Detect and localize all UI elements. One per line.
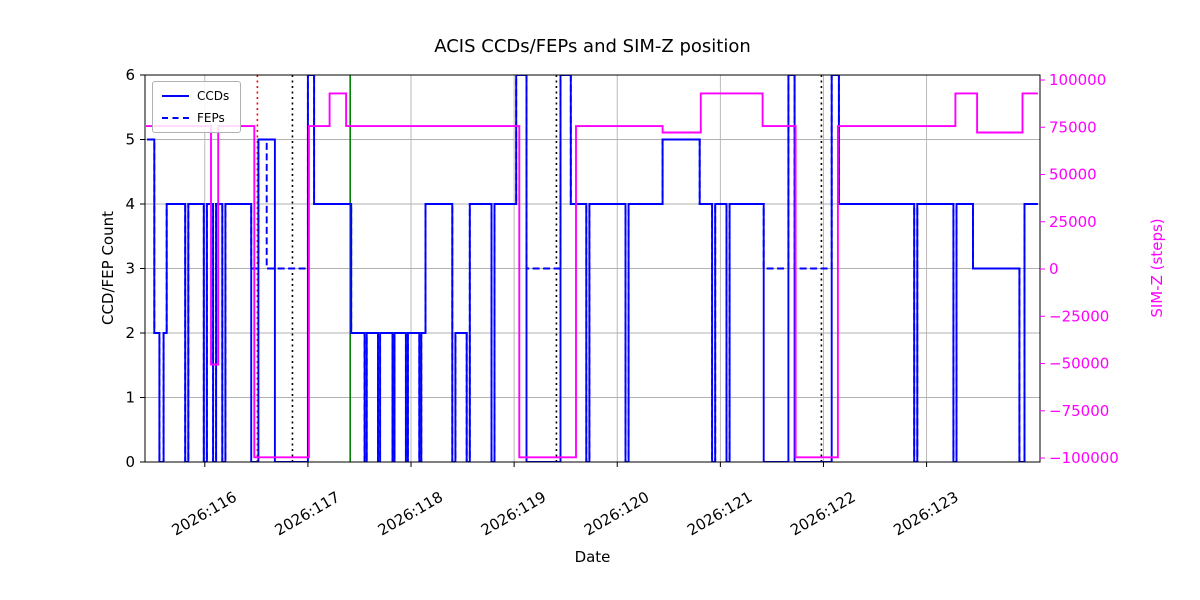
x-tick-label: 2026:117 bbox=[272, 488, 343, 540]
legend-label-feps: FEPs bbox=[197, 111, 225, 125]
legend-item-feps: FEPs bbox=[162, 111, 229, 125]
y-right-tick-label: 100000 bbox=[1049, 71, 1106, 89]
series bbox=[146, 75, 1038, 462]
x-tick-label: 2026:121 bbox=[684, 488, 755, 540]
x-tick-label: 2026:122 bbox=[787, 488, 858, 540]
x-tick-label: 2026:123 bbox=[890, 488, 961, 540]
y-right-tick-label: −75000 bbox=[1049, 402, 1109, 420]
y-left-tick-label: 0 bbox=[125, 453, 135, 471]
x-tick-label: 2026:118 bbox=[375, 488, 446, 540]
y-right-tick-label: −100000 bbox=[1049, 449, 1119, 467]
y-right-tick-label: 25000 bbox=[1049, 213, 1097, 231]
y-left-tick-label: 1 bbox=[125, 389, 135, 407]
series-line-sim-z bbox=[146, 92, 1038, 459]
y-right-tick-label: 75000 bbox=[1049, 118, 1097, 136]
feps-line-sample bbox=[162, 117, 189, 119]
y-right-tick-label: −50000 bbox=[1049, 355, 1109, 373]
legend-label-ccds: CCDs bbox=[197, 89, 230, 103]
y-left-tick-label: 4 bbox=[125, 195, 135, 213]
x-tick-label: 2026:120 bbox=[581, 488, 652, 540]
x-tick-label: 2026:119 bbox=[478, 488, 549, 540]
y-left-axis-label: CCD/FEP Count bbox=[99, 210, 117, 326]
x-axis-label: Date bbox=[574, 548, 611, 566]
y-left-tick-label: 2 bbox=[125, 324, 135, 342]
y-left-tick-label: 3 bbox=[125, 260, 135, 278]
x-tick-label: 2026:116 bbox=[169, 488, 240, 540]
legend: CCDs FEPs bbox=[152, 81, 242, 133]
ccds-line-sample bbox=[162, 95, 189, 97]
legend-item-ccds: CCDs bbox=[162, 89, 229, 103]
y-right-tick-label: 0 bbox=[1049, 260, 1059, 278]
series-line-feps bbox=[147, 75, 1038, 462]
chart-title: ACIS CCDs/FEPs and SIM-Z position bbox=[434, 36, 751, 57]
y-right-tick-label: 50000 bbox=[1049, 166, 1097, 184]
y-left-tick-label: 6 bbox=[125, 66, 135, 84]
y-right-tick-label: −25000 bbox=[1049, 307, 1109, 325]
y-left-tick-label: 5 bbox=[125, 131, 135, 149]
y-right-axis-label: SIM-Z (steps) bbox=[1148, 218, 1166, 318]
